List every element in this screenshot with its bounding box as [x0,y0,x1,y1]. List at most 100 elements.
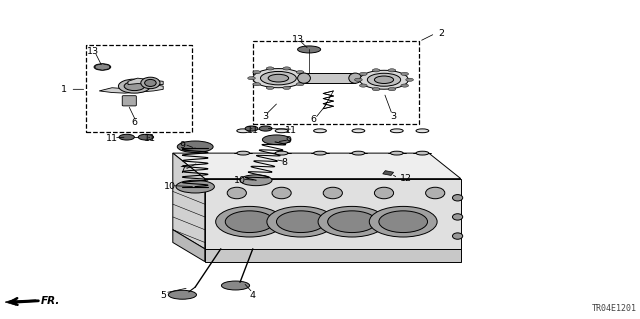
Text: 11: 11 [285,126,297,135]
Ellipse shape [141,77,160,89]
Ellipse shape [323,187,342,199]
Text: 1: 1 [61,85,67,94]
Ellipse shape [296,83,304,86]
Ellipse shape [283,86,291,89]
Ellipse shape [314,129,326,133]
Ellipse shape [177,141,213,152]
Polygon shape [173,153,461,179]
Ellipse shape [94,64,111,70]
Ellipse shape [416,151,429,155]
Ellipse shape [416,129,429,133]
Ellipse shape [124,82,145,91]
Ellipse shape [237,151,250,155]
Ellipse shape [401,72,408,76]
Ellipse shape [272,187,291,199]
Ellipse shape [145,79,156,86]
Text: 7: 7 [179,166,186,175]
Ellipse shape [452,233,463,239]
Ellipse shape [352,151,365,155]
Ellipse shape [372,69,380,72]
FancyBboxPatch shape [122,96,136,106]
Text: 11: 11 [106,134,118,143]
Ellipse shape [372,87,380,91]
Ellipse shape [360,70,408,89]
Ellipse shape [314,151,326,155]
Ellipse shape [267,206,335,237]
Ellipse shape [245,126,258,131]
Ellipse shape [262,135,291,145]
Text: 10: 10 [234,176,246,185]
Text: 4: 4 [250,291,256,300]
Ellipse shape [374,76,394,84]
Ellipse shape [119,134,134,140]
Ellipse shape [352,129,365,133]
Ellipse shape [301,77,309,80]
Polygon shape [173,153,205,249]
Ellipse shape [275,129,288,133]
Text: 12: 12 [400,174,412,183]
Ellipse shape [452,214,463,220]
Ellipse shape [390,129,403,133]
Text: TR04E1201: TR04E1201 [592,304,637,313]
Text: 11: 11 [145,134,156,143]
Ellipse shape [328,211,376,233]
Ellipse shape [369,206,437,237]
Ellipse shape [360,72,367,76]
Ellipse shape [221,281,250,290]
Ellipse shape [283,67,291,70]
Text: FR.: FR. [40,296,60,307]
Text: 13: 13 [292,35,303,44]
Ellipse shape [248,77,255,80]
Ellipse shape [168,290,196,299]
Ellipse shape [360,84,367,87]
Ellipse shape [266,67,274,70]
Text: 10: 10 [164,182,175,191]
Polygon shape [383,171,394,175]
Text: 6: 6 [131,118,138,127]
Text: 9: 9 [179,141,186,150]
Ellipse shape [268,74,289,82]
Ellipse shape [216,206,284,237]
Ellipse shape [367,73,401,86]
Ellipse shape [296,70,304,74]
Text: 9: 9 [285,136,291,145]
Ellipse shape [240,175,272,186]
Text: 6: 6 [310,115,317,124]
Ellipse shape [426,187,445,199]
Text: 3: 3 [262,112,269,121]
Ellipse shape [253,69,304,88]
Ellipse shape [298,46,321,53]
Ellipse shape [401,84,408,87]
Ellipse shape [266,86,274,89]
Ellipse shape [260,71,296,85]
Text: 5: 5 [160,291,166,300]
Polygon shape [5,299,16,305]
Ellipse shape [349,73,362,83]
Ellipse shape [388,69,396,72]
Ellipse shape [275,151,288,155]
Polygon shape [128,78,163,85]
Ellipse shape [318,206,386,237]
Text: 13: 13 [87,47,99,56]
Polygon shape [205,179,461,249]
Ellipse shape [253,83,260,86]
Ellipse shape [259,126,272,131]
Ellipse shape [176,180,214,193]
Polygon shape [205,249,461,262]
Ellipse shape [355,78,362,81]
Ellipse shape [390,151,403,155]
Polygon shape [173,230,205,262]
Text: 11: 11 [247,126,259,135]
Ellipse shape [276,211,325,233]
Ellipse shape [237,129,250,133]
Ellipse shape [406,78,413,81]
Ellipse shape [374,187,394,199]
Text: 2: 2 [438,29,444,38]
Text: 8: 8 [282,158,288,167]
Polygon shape [304,73,355,83]
Text: 3: 3 [390,112,397,121]
Ellipse shape [225,211,274,233]
Ellipse shape [298,73,310,83]
Ellipse shape [379,211,428,233]
Ellipse shape [138,134,154,140]
